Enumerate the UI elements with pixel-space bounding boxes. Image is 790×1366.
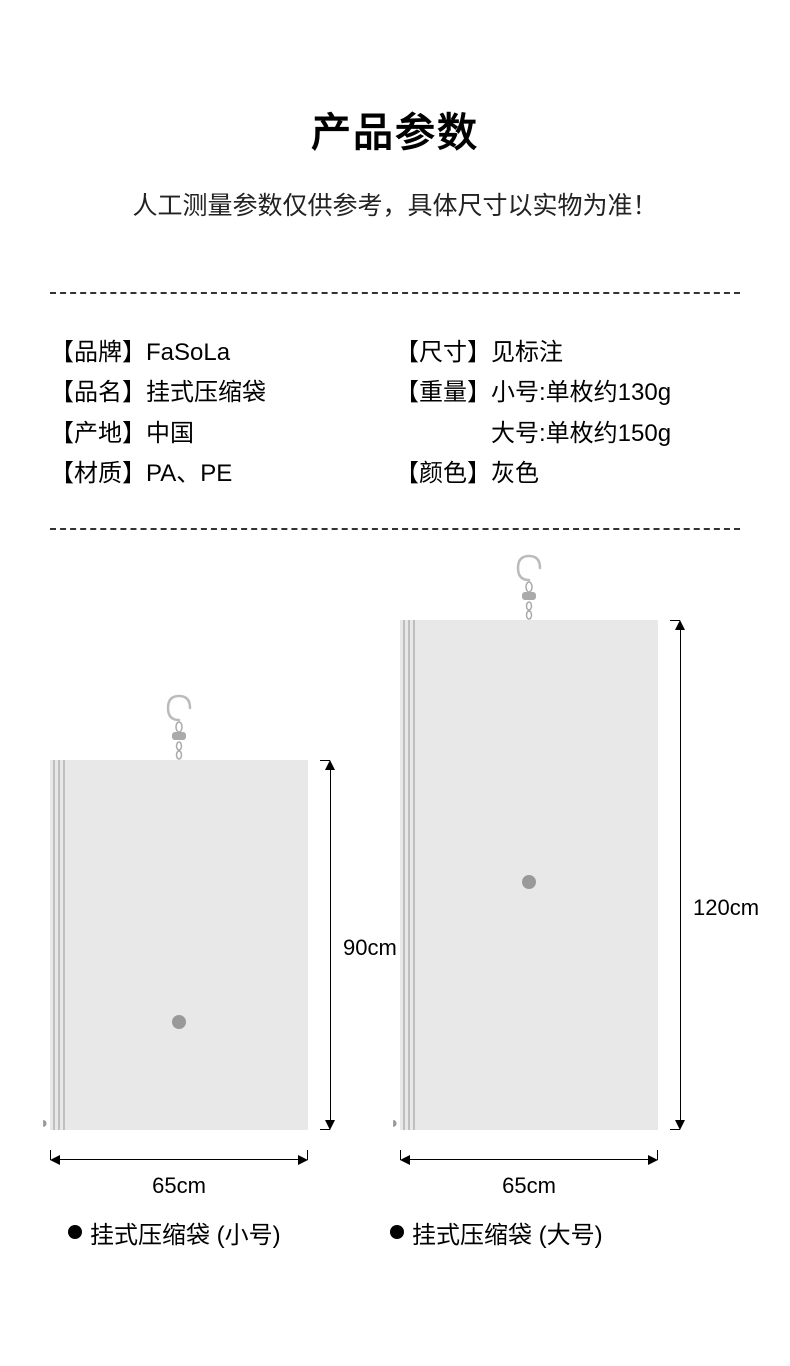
bag-stripe	[413, 620, 415, 1130]
bag-stripe	[408, 620, 410, 1130]
spec-label: 【品牌】	[50, 339, 146, 366]
bullet-icon	[68, 1225, 82, 1239]
spec-value: FaSoLa	[146, 339, 230, 366]
spec-row: 【尺寸】见标注	[395, 334, 740, 372]
specs-right-column: 【尺寸】见标注 【重量】小号:单枚约130g 大号:单枚约150g 【颜色】灰色	[395, 334, 740, 496]
spec-value: 挂式压缩袋	[146, 379, 266, 406]
valve-icon	[172, 1015, 186, 1029]
spec-label: 【产地】	[50, 420, 146, 447]
dimension-label: 65cm	[152, 1173, 206, 1199]
spec-label: 【材质】	[50, 460, 146, 487]
page-title: 产品参数	[50, 100, 740, 158]
bag-stripe	[53, 760, 55, 1130]
specs-table: 【品牌】FaSoLa 【品名】挂式压缩袋 【产地】中国 【材质】PA、PE 【尺…	[50, 334, 740, 496]
bag-large: ◗	[400, 620, 658, 1130]
spec-label: 【品名】	[50, 379, 146, 406]
spec-row: 【颜色】灰色	[395, 455, 740, 493]
spec-label: 【尺寸】	[395, 339, 491, 366]
bag-small: ◗	[50, 760, 308, 1130]
spec-row: 大号:单枚约150g	[395, 415, 740, 453]
page-container: 产品参数 人工测量参数仅供参考，具体尺寸以实物为准！ 【品牌】FaSoLa 【品…	[0, 0, 790, 1300]
product-name-small: 挂式压缩袋 (小号)	[90, 1215, 281, 1250]
slider-icon: ◗	[390, 1115, 400, 1133]
diagrams-area: ◗ 90cm 65cm 挂式压缩袋 (小号	[50, 620, 740, 1300]
dimension-height-small: 90cm	[325, 760, 335, 1130]
bag-stripe	[63, 760, 65, 1130]
dimension-width-large: 65cm	[400, 1155, 658, 1165]
dimension-label: 120cm	[693, 895, 759, 921]
hook-icon	[164, 692, 194, 767]
specs-left-column: 【品牌】FaSoLa 【品名】挂式压缩袋 【产地】中国 【材质】PA、PE	[50, 334, 395, 496]
dimension-label: 90cm	[343, 935, 397, 961]
dimension-label: 65cm	[502, 1173, 556, 1199]
spec-value: 小号:单枚约130g	[491, 379, 671, 406]
product-label-small: 挂式压缩袋 (小号)	[68, 1215, 281, 1250]
spec-value: 大号:单枚约150g	[491, 420, 671, 447]
bag-stripe	[58, 760, 60, 1130]
page-subtitle: 人工测量参数仅供参考，具体尺寸以实物为准！	[50, 186, 740, 222]
spec-row: 【产地】中国	[50, 415, 395, 453]
product-name-large: 挂式压缩袋 (大号)	[412, 1215, 603, 1250]
slider-icon: ◗	[40, 1115, 50, 1133]
divider-bottom	[50, 528, 740, 530]
spec-row: 【重量】小号:单枚约130g	[395, 374, 740, 412]
bullet-icon	[390, 1225, 404, 1239]
diagram-small: ◗ 90cm 65cm 挂式压缩袋 (小号	[50, 760, 308, 1130]
hook-icon	[514, 552, 544, 627]
spec-label: 【重量】	[395, 379, 491, 406]
divider-top	[50, 292, 740, 294]
dimension-height-large: 120cm	[675, 620, 685, 1130]
diagram-large: ◗ 120cm 65cm 挂式压缩袋 (大	[400, 620, 658, 1130]
spec-row: 【品牌】FaSoLa	[50, 334, 395, 372]
bag-stripe	[403, 620, 405, 1130]
spec-value: PA、PE	[146, 460, 232, 487]
spec-label: 【颜色】	[395, 460, 491, 487]
spec-value: 中国	[146, 420, 194, 447]
valve-icon	[522, 875, 536, 889]
spec-row: 【品名】挂式压缩袋	[50, 374, 395, 412]
spec-value: 见标注	[491, 339, 563, 366]
spec-value: 灰色	[491, 460, 539, 487]
spec-row: 【材质】PA、PE	[50, 455, 395, 493]
product-label-large: 挂式压缩袋 (大号)	[390, 1215, 603, 1250]
dimension-width-small: 65cm	[50, 1155, 308, 1165]
